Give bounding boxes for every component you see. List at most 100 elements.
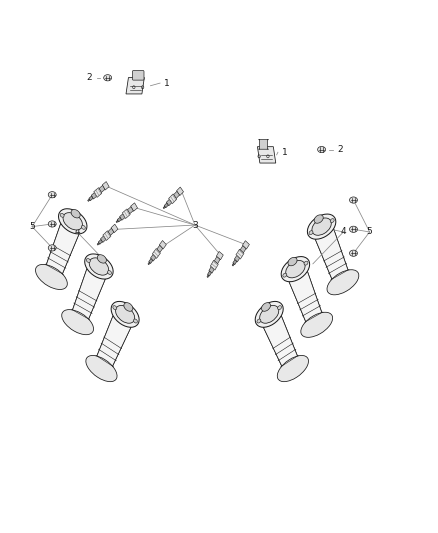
Polygon shape [157, 245, 162, 253]
Ellipse shape [111, 302, 139, 327]
Polygon shape [108, 228, 114, 236]
Polygon shape [44, 224, 79, 281]
Polygon shape [264, 316, 300, 374]
Ellipse shape [301, 312, 332, 337]
Polygon shape [159, 240, 166, 249]
Ellipse shape [255, 302, 283, 327]
Polygon shape [289, 271, 325, 329]
Polygon shape [149, 259, 153, 263]
Polygon shape [214, 256, 220, 264]
Text: 5: 5 [367, 228, 372, 237]
Ellipse shape [81, 225, 85, 229]
Polygon shape [70, 269, 105, 327]
Ellipse shape [277, 356, 308, 382]
Ellipse shape [124, 303, 133, 311]
Polygon shape [315, 229, 351, 287]
Polygon shape [232, 263, 234, 266]
Ellipse shape [71, 209, 80, 218]
Ellipse shape [89, 258, 109, 275]
Text: 1: 1 [283, 148, 288, 157]
Ellipse shape [97, 255, 106, 263]
Polygon shape [97, 243, 99, 245]
Ellipse shape [318, 147, 325, 152]
Ellipse shape [85, 254, 113, 279]
Polygon shape [234, 255, 240, 262]
Polygon shape [207, 275, 209, 278]
Polygon shape [173, 191, 180, 198]
Ellipse shape [350, 250, 357, 256]
Ellipse shape [59, 209, 87, 234]
Ellipse shape [63, 213, 82, 230]
Polygon shape [120, 214, 125, 220]
Ellipse shape [86, 356, 117, 382]
Text: 4: 4 [74, 228, 80, 237]
Polygon shape [164, 203, 168, 208]
Ellipse shape [350, 226, 357, 232]
Polygon shape [117, 217, 121, 222]
Ellipse shape [260, 305, 279, 323]
Polygon shape [233, 260, 237, 265]
Polygon shape [103, 231, 111, 240]
Text: 4: 4 [341, 228, 346, 237]
Polygon shape [100, 236, 106, 243]
Ellipse shape [48, 192, 56, 198]
Polygon shape [102, 182, 109, 190]
Ellipse shape [281, 256, 310, 282]
Polygon shape [122, 209, 130, 219]
Ellipse shape [134, 319, 138, 323]
Ellipse shape [307, 214, 336, 239]
Ellipse shape [309, 231, 313, 235]
Ellipse shape [286, 261, 305, 278]
Polygon shape [131, 203, 138, 211]
Ellipse shape [116, 305, 135, 323]
Polygon shape [148, 262, 150, 265]
Ellipse shape [278, 305, 282, 310]
Ellipse shape [283, 273, 287, 277]
Polygon shape [94, 188, 102, 197]
Ellipse shape [304, 261, 308, 265]
Polygon shape [177, 187, 184, 196]
FancyBboxPatch shape [259, 140, 268, 149]
Ellipse shape [48, 245, 56, 251]
Text: 3: 3 [192, 221, 198, 230]
Polygon shape [151, 255, 156, 261]
Polygon shape [99, 185, 105, 192]
Ellipse shape [327, 270, 359, 295]
Ellipse shape [108, 271, 112, 274]
Polygon shape [209, 266, 214, 273]
Polygon shape [210, 260, 218, 270]
Ellipse shape [60, 213, 64, 217]
Polygon shape [116, 220, 118, 223]
Ellipse shape [86, 259, 90, 262]
Text: 5: 5 [29, 222, 35, 231]
Ellipse shape [48, 221, 56, 227]
Ellipse shape [257, 319, 261, 323]
Ellipse shape [288, 257, 297, 266]
Polygon shape [236, 249, 244, 259]
Text: 2: 2 [337, 145, 343, 154]
Polygon shape [242, 241, 249, 249]
Polygon shape [98, 239, 102, 244]
Ellipse shape [113, 305, 117, 310]
Ellipse shape [104, 75, 112, 81]
Polygon shape [216, 252, 223, 260]
Ellipse shape [35, 264, 67, 289]
FancyBboxPatch shape [132, 70, 144, 80]
Ellipse shape [62, 310, 94, 335]
Polygon shape [166, 199, 172, 206]
Text: 2: 2 [87, 73, 92, 82]
Polygon shape [258, 147, 276, 163]
Ellipse shape [314, 215, 323, 223]
Polygon shape [163, 206, 165, 209]
Ellipse shape [312, 218, 331, 235]
Polygon shape [94, 316, 131, 374]
Polygon shape [91, 192, 96, 199]
Polygon shape [111, 224, 118, 233]
Polygon shape [152, 248, 160, 259]
Polygon shape [240, 246, 246, 253]
Polygon shape [89, 196, 93, 201]
Polygon shape [169, 194, 177, 204]
Ellipse shape [330, 219, 334, 223]
Polygon shape [126, 78, 145, 94]
Polygon shape [127, 207, 133, 214]
